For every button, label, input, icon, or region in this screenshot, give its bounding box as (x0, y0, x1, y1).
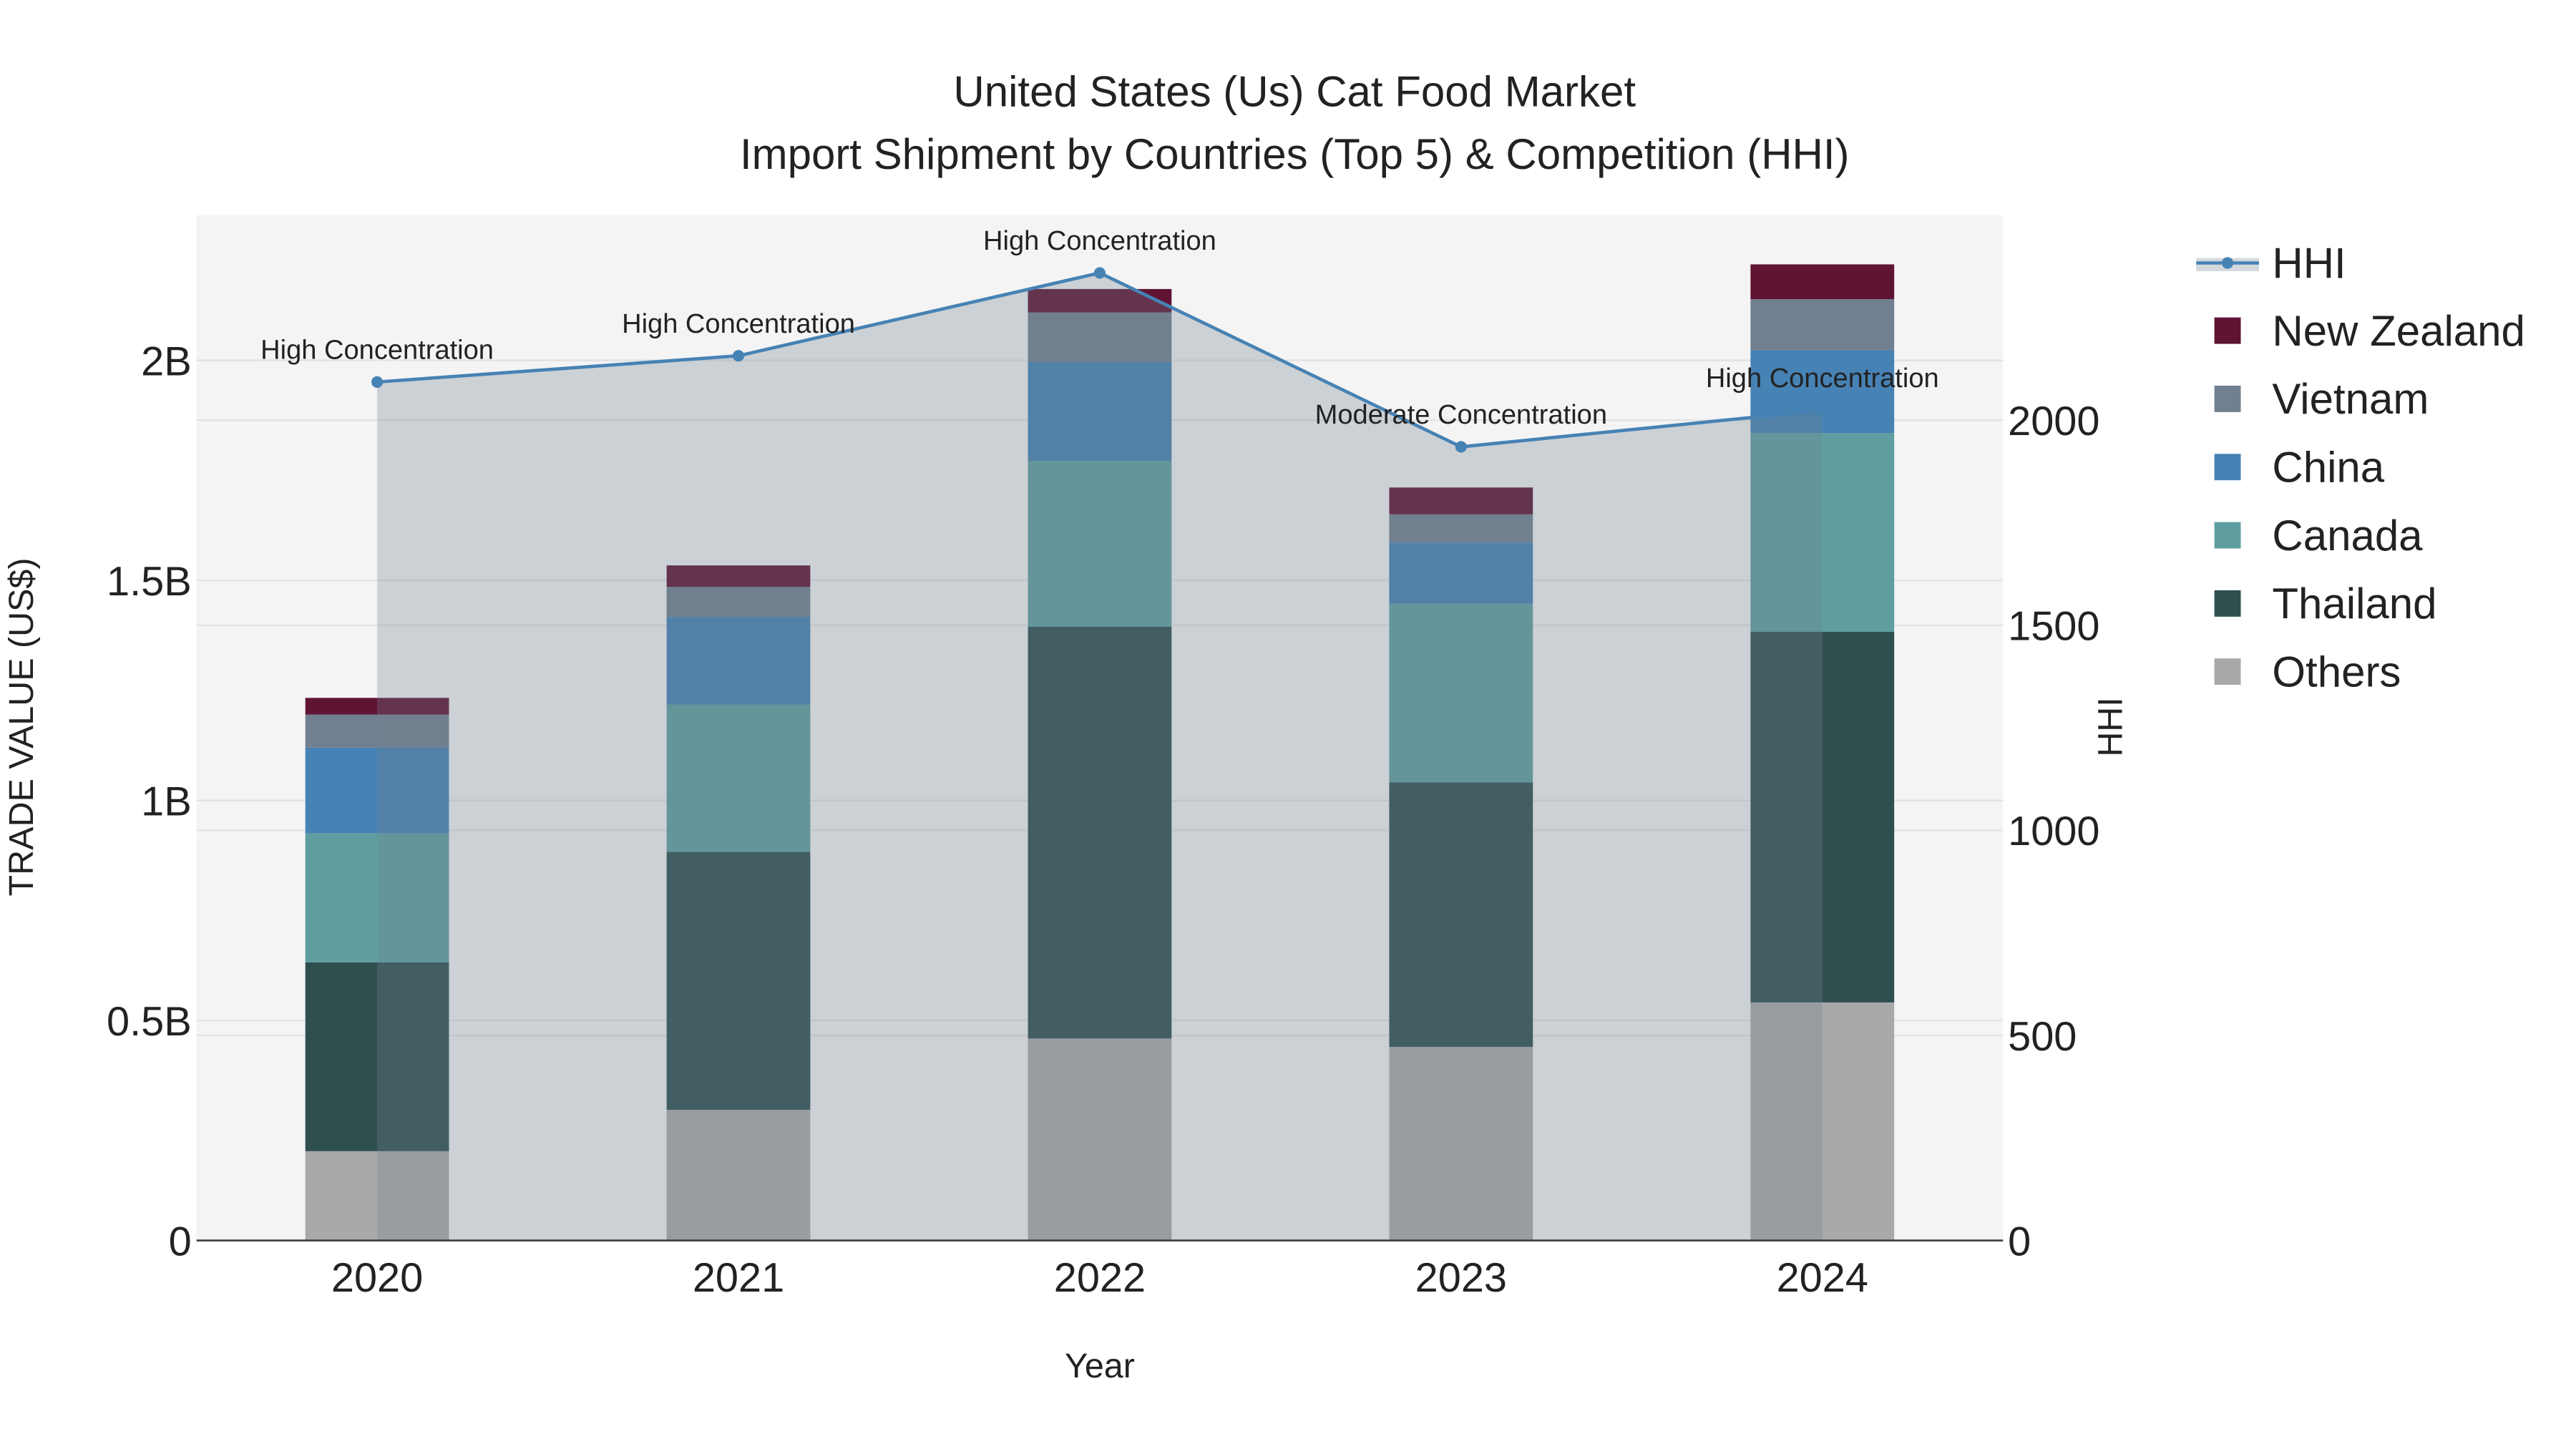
hhi-annotation: Moderate Concentration (1315, 400, 1607, 430)
y-tick-label: 1.5B (107, 559, 192, 605)
bar-new-zealand-2023 (1389, 487, 1533, 514)
bar-thailand-2022 (1028, 626, 1172, 1039)
hhi-point-2021 (732, 350, 745, 362)
bar-vietnam-2023 (1389, 514, 1533, 543)
bar-new-zealand-2021 (666, 565, 811, 587)
x-tick-label: 2022 (1054, 1255, 1146, 1301)
legend-label: Others (2272, 648, 2401, 696)
legend-label: Thailand (2272, 580, 2436, 628)
legend-label: Vietnam (2272, 375, 2429, 423)
bar-china-2023 (1389, 542, 1533, 604)
legend-label: HHI (2272, 239, 2346, 287)
bar-china-2020 (305, 747, 449, 834)
hhi-area (377, 273, 1823, 1241)
x-axis-title: Year (1065, 1347, 1135, 1385)
x-tick-label: 2020 (331, 1255, 423, 1301)
bar-new-zealand-2020 (305, 698, 449, 715)
bar-vietnam-2020 (305, 714, 449, 748)
x-tick-label: 2023 (1415, 1255, 1507, 1301)
bar-canada-2024 (1750, 433, 1895, 633)
bar-china-2024 (1750, 350, 1895, 434)
hhi-annotation: High Concentration (983, 226, 1216, 256)
y2-tick-label: 1000 (2008, 809, 2099, 854)
x-tick-label: 2024 (1777, 1255, 1868, 1301)
bar-vietnam-2024 (1750, 299, 1895, 351)
legend-swatch (2214, 317, 2241, 344)
legend-item-others[interactable]: Others (2214, 648, 2401, 696)
legend-label: New Zealand (2272, 307, 2525, 355)
x-axis-ticks: 2020 2021 2022 2023 2024 (331, 1255, 1868, 1301)
hhi-point-2024 (1816, 404, 1828, 416)
y2-axis-title: HHI (2091, 697, 2129, 756)
bar-china-2021 (666, 617, 811, 705)
legend-item-canada[interactable]: Canada (2214, 512, 2424, 560)
y2-tick-label: 2000 (2008, 399, 2099, 444)
bar-thailand-2020 (305, 962, 449, 1151)
legend-item-hhi[interactable]: HHI (2196, 239, 2346, 287)
y-tick-label: 2B (141, 338, 192, 384)
bars (305, 264, 1895, 1241)
legend-label: China (2272, 444, 2384, 492)
hhi-annotation: High Concentration (622, 309, 855, 339)
bar-canada-2023 (1389, 603, 1533, 783)
bar-thailand-2023 (1389, 782, 1533, 1048)
legend-swatch (2214, 658, 2241, 686)
y-tick-label: 0 (169, 1219, 192, 1264)
bar-new-zealand-2024 (1750, 264, 1895, 300)
bar-others-2023 (1389, 1047, 1533, 1241)
chart-title: United States (Us) Cat Food Market (953, 67, 1636, 115)
y-tick-label: 0.5B (107, 999, 192, 1045)
hhi-annotation: High Concentration (260, 336, 494, 366)
legend-item-china[interactable]: China (2214, 444, 2385, 492)
bar-china-2022 (1028, 362, 1172, 462)
legend-item-vietnam[interactable]: Vietnam (2214, 375, 2429, 423)
bar-canada-2021 (666, 704, 811, 852)
bar-others-2020 (305, 1151, 449, 1241)
y-axis-title: TRADE VALUE (US$) (2, 557, 41, 896)
chart-subtitle: Import Shipment by Countries (Top 5) & C… (740, 130, 1850, 178)
y2-axis-ticks: 0 500 1000 1500 2000 (2008, 399, 2099, 1264)
legend-marker-icon (2222, 257, 2234, 269)
y-tick-label: 1B (141, 779, 192, 824)
bar-new-zealand-2022 (1028, 288, 1172, 313)
bar-thailand-2021 (666, 852, 811, 1110)
hhi-point-2023 (1455, 441, 1467, 453)
legend-item-new-zealand[interactable]: New Zealand (2214, 307, 2525, 355)
legend-item-thailand[interactable]: Thailand (2214, 580, 2437, 628)
hhi-annotation: High Concentration (1706, 364, 1939, 394)
y2-tick-label: 500 (2008, 1014, 2077, 1060)
hhi-series: High Concentration High Concentration High… (260, 226, 1939, 1241)
bar-vietnam-2022 (1028, 312, 1172, 363)
x-tick-label: 2021 (693, 1255, 784, 1301)
legend-swatch (2214, 385, 2241, 412)
hhi-point-2022 (1093, 267, 1106, 279)
legend: HHI New Zealand Vietnam China Canada Thailand… (2196, 239, 2525, 696)
bar-others-2021 (666, 1109, 811, 1241)
bar-others-2024 (1750, 1002, 1895, 1241)
bar-canada-2022 (1028, 461, 1172, 627)
legend-swatch (2214, 454, 2241, 481)
bar-thailand-2024 (1750, 632, 1895, 1002)
legend-swatch (2214, 590, 2241, 617)
legend-swatch (2214, 522, 2241, 549)
y2-tick-label: 1500 (2008, 604, 2099, 650)
y-axis-ticks: 0 0.5B 1B 1.5B 2B (107, 338, 192, 1264)
hhi-point-2020 (371, 376, 384, 388)
legend-label: Canada (2272, 512, 2423, 560)
y2-tick-label: 0 (2008, 1219, 2031, 1264)
bar-vietnam-2021 (666, 587, 811, 618)
bar-others-2022 (1028, 1038, 1172, 1241)
bar-canada-2020 (305, 833, 449, 962)
